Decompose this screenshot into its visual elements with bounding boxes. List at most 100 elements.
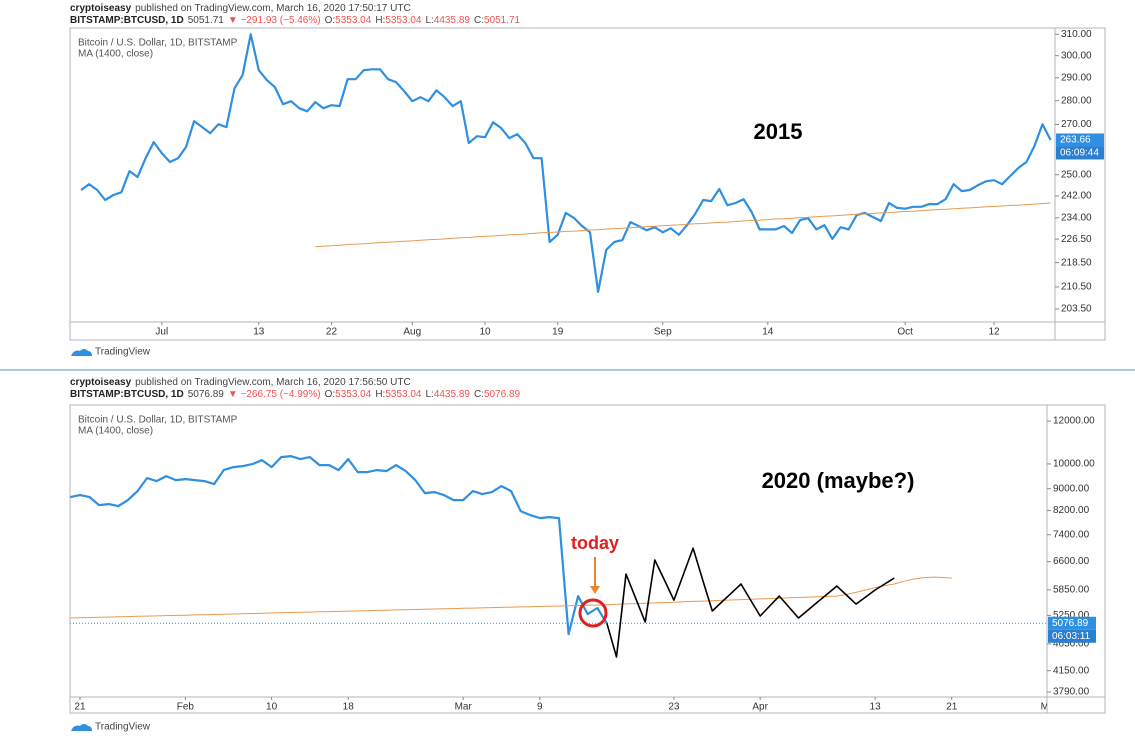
x-tick-label: 23 — [668, 702, 680, 713]
plot-area — [70, 455, 1047, 658]
published: published on TradingView.com, March 16, … — [135, 3, 411, 14]
x-tick-label: 12 — [988, 327, 1000, 338]
ohlc-value: 5353.04 — [335, 15, 372, 26]
x-tick-label: Mar — [455, 702, 473, 713]
x-tick-label: 13 — [253, 327, 265, 338]
legend-entry: Bitcoin / U.S. Dollar, 1D, BITSTAMP — [78, 415, 238, 426]
ohlc-value: 5051.71 — [484, 15, 521, 26]
y-tick-label: 300.00 — [1061, 50, 1092, 61]
x-tick-label: 22 — [326, 327, 338, 338]
y-tick-label: 8200.00 — [1053, 505, 1090, 516]
x-tick-label: 10 — [479, 327, 491, 338]
legend-entry: Bitcoin / U.S. Dollar, 1D, BITSTAMP — [78, 38, 238, 49]
change: ▼ −291.93 (−5.46%) — [228, 15, 321, 26]
annotation: today — [571, 533, 619, 553]
y-tick-label: 12000.00 — [1053, 416, 1095, 427]
annotation: 2020 (maybe?) — [762, 468, 915, 493]
x-tick-label: 14 — [762, 327, 774, 338]
x-tick-label: 18 — [343, 702, 355, 713]
y-tick-label: 9000.00 — [1053, 483, 1090, 494]
x-tick-label: Sep — [654, 327, 672, 338]
price-line — [606, 547, 895, 658]
y-tick-label: 5850.00 — [1053, 585, 1090, 596]
y-tick-label: 242.00 — [1061, 191, 1092, 202]
price: 5051.71 — [188, 15, 225, 26]
annotation: 2015 — [754, 119, 803, 144]
change: ▼ −266.75 (−4.99%) — [228, 389, 321, 400]
symbol: BITSTAMP:BTCUSD, 1D — [70, 15, 184, 26]
plot-area — [80, 33, 1052, 293]
ohlc-value: 5353.04 — [335, 389, 372, 400]
ohlc-label: L: — [425, 389, 433, 400]
y-tick-label: 234.00 — [1061, 213, 1092, 224]
y-tick-label: 6600.00 — [1053, 556, 1090, 567]
last-price-box — [1048, 616, 1096, 630]
y-tick-label: 3790.00 — [1053, 687, 1090, 698]
quote-line: BITSTAMP:BTCUSD, 1D 5051.71 ▼ −291.93 (−5.… — [70, 15, 521, 26]
watermark: TradingView — [95, 347, 151, 358]
ohlc-value: 5353.04 — [385, 389, 422, 400]
published: published on TradingView.com, March 16, … — [135, 377, 411, 388]
x-tick-label: 13 — [870, 702, 882, 713]
ohlc-label: L: — [425, 15, 433, 26]
x-tick-label: 21 — [74, 702, 86, 713]
x-tick-label: 21 — [946, 702, 958, 713]
ohlc-label: O: — [325, 389, 336, 400]
x-tick-label: Aug — [403, 327, 421, 338]
publish-line: cryptoiseasy published on TradingView.com… — [70, 3, 411, 14]
symbol: BITSTAMP:BTCUSD, 1D — [70, 389, 184, 400]
ohlc-label: H: — [375, 389, 385, 400]
countdown-box — [1048, 629, 1096, 643]
y-tick-label: 310.00 — [1061, 29, 1092, 40]
price-line — [70, 576, 952, 619]
author: cryptoiseasy — [70, 3, 132, 14]
y-tick-label: 226.50 — [1061, 234, 1092, 245]
chart-panel — [69, 27, 1106, 341]
time-axis: 21 Feb 10 18 Mar 9 23 Apr 13 21 Ma — [74, 697, 1047, 713]
x-tick-label: Feb — [177, 702, 195, 713]
ohlc-value: 4435.89 — [434, 389, 471, 400]
watermark: TradingView — [95, 722, 151, 733]
ohlc-label: C: — [474, 389, 484, 400]
chart-panel — [69, 404, 1106, 714]
quote-line: BITSTAMP:BTCUSD, 1D 5076.89 ▼ −266.75 (−4.… — [70, 389, 521, 400]
countdown: 06:03:11 — [1052, 631, 1091, 642]
legend-entry: MA (1400, close) — [78, 426, 153, 437]
price-line — [70, 455, 608, 636]
countdown-box — [1056, 146, 1104, 160]
ohlc-value: 4435.89 — [434, 15, 471, 26]
y-tick-label: 280.00 — [1061, 95, 1092, 106]
today-arrow-head — [590, 586, 600, 594]
ohlc-value: 5076.89 — [484, 389, 521, 400]
y-tick-label: 218.50 — [1061, 257, 1092, 268]
price-line — [80, 33, 1052, 293]
last-price-box — [1056, 133, 1104, 147]
ohlc-value: 5353.04 — [385, 15, 422, 26]
x-tick-label: 19 — [552, 327, 564, 338]
ohlc-label: H: — [375, 15, 385, 26]
y-tick-label: 4150.00 — [1053, 665, 1090, 676]
tv-logo — [71, 349, 92, 356]
author: cryptoiseasy — [70, 377, 132, 388]
y-tick-label: 203.50 — [1061, 304, 1092, 315]
y-tick-label: 210.50 — [1061, 282, 1092, 293]
x-tick-label: 9 — [537, 702, 543, 713]
y-tick-label: 250.00 — [1061, 169, 1092, 180]
time-axis: Jul 13 22 Aug 10 19 Sep 14 Oct 12 — [155, 322, 1000, 338]
ohlc-label: C: — [474, 15, 484, 26]
x-tick-label: 10 — [266, 702, 278, 713]
ohlc-label: O: — [325, 15, 336, 26]
today-circle — [578, 598, 608, 628]
y-tick-label: 4650.00 — [1053, 639, 1090, 650]
last-price-label: 263.66 — [1060, 135, 1091, 146]
y-tick-label: 5250.00 — [1053, 610, 1090, 621]
x-tick-label: Jul — [155, 327, 168, 338]
y-tick-label: 270.00 — [1061, 119, 1092, 130]
legend-entry: MA (1400, close) — [78, 49, 153, 60]
y-tick-label: 290.00 — [1061, 72, 1092, 83]
price: 5076.89 — [188, 389, 225, 400]
last-price-label: 5076.89 — [1052, 618, 1089, 629]
publish-line: cryptoiseasy published on TradingView.com… — [70, 377, 411, 388]
countdown: 06:09:44 — [1060, 148, 1099, 159]
